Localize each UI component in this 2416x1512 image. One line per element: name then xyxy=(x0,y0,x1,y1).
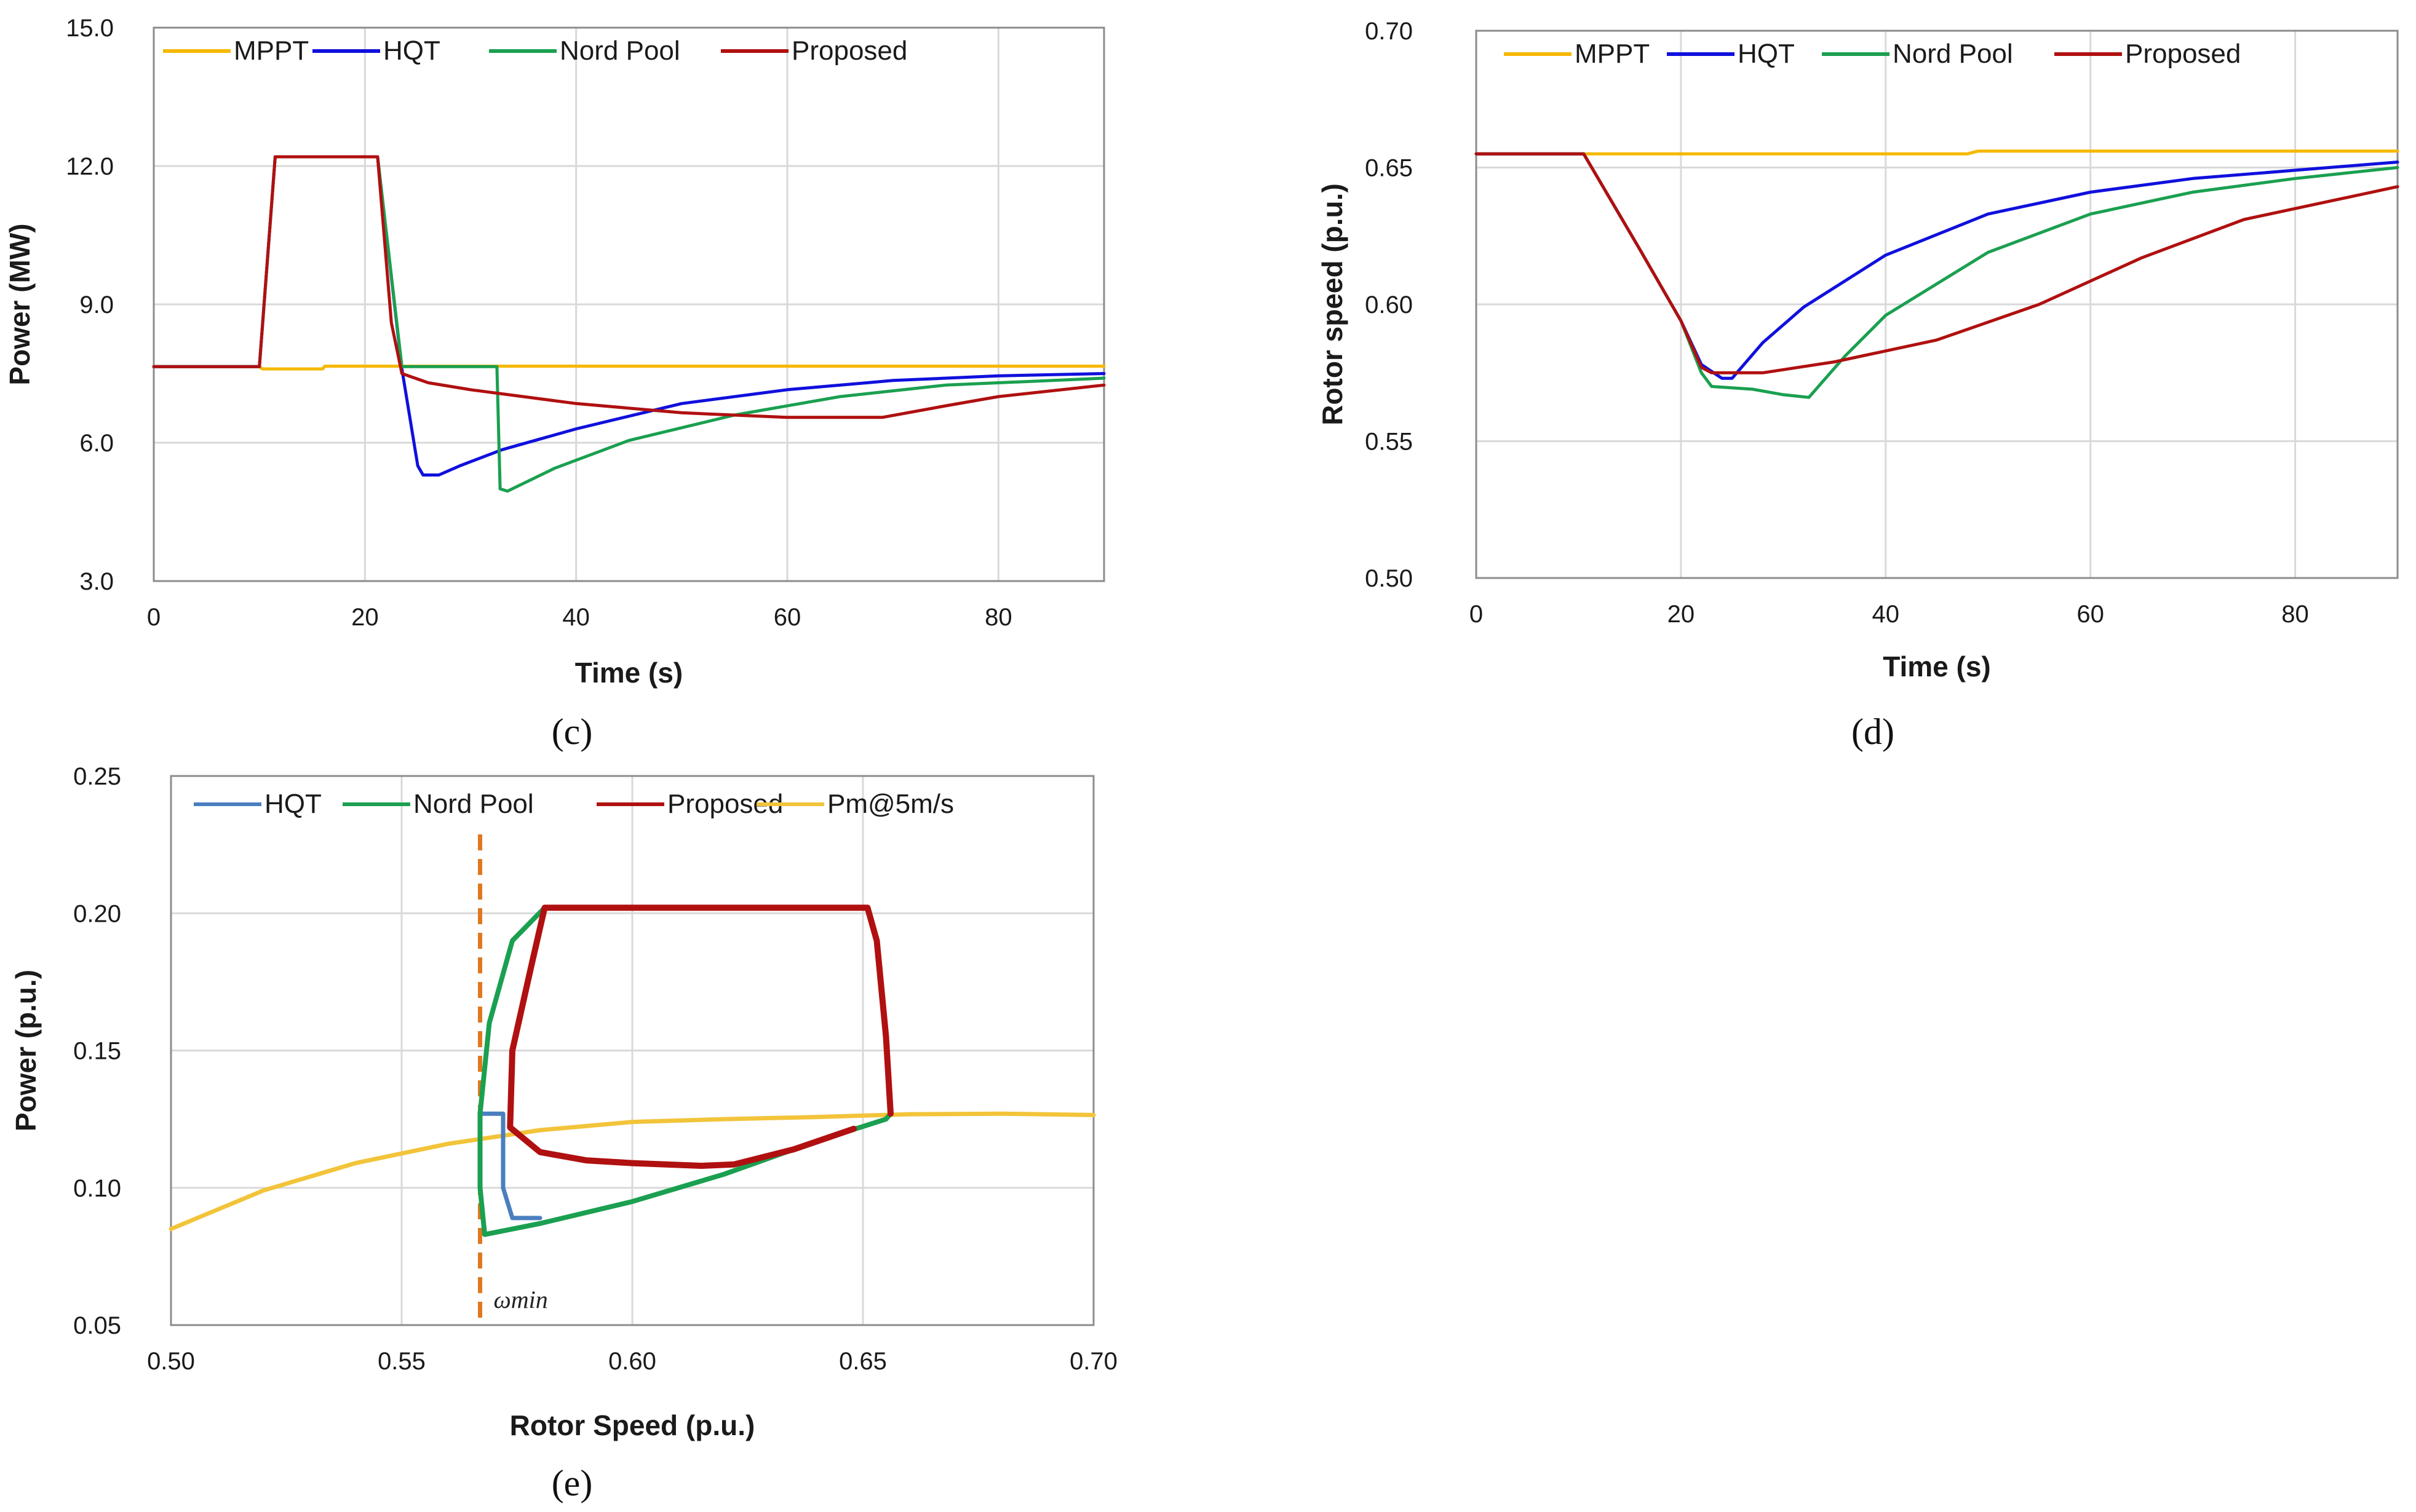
x-tick-label: 0.55 xyxy=(378,1348,426,1375)
plot-frame xyxy=(170,775,1095,1326)
y-tick-label: 0.60 xyxy=(1365,291,1413,319)
y-axis-label: Power (p.u.) xyxy=(10,970,42,1131)
legend-label: HQT xyxy=(264,789,322,819)
panel-caption: (d) xyxy=(1851,711,1894,752)
x-tick-label: 60 xyxy=(2076,601,2104,628)
x-tick-label: 0.65 xyxy=(839,1348,887,1375)
omega-min-label: ωmin xyxy=(494,1286,548,1313)
series-line-nord-pool xyxy=(1474,152,2399,399)
legend-label: Proposed xyxy=(2125,39,2241,69)
y-tick-label: 9.0 xyxy=(79,291,114,319)
y-tick-label: 0.05 xyxy=(73,1312,121,1339)
y-tick-label: 0.50 xyxy=(1365,565,1413,592)
x-tick-label: 80 xyxy=(2281,601,2309,628)
x-tick-label: 40 xyxy=(562,604,590,631)
series-line-nord-pool xyxy=(152,155,1106,493)
x-axis-label: Rotor Speed (p.u.) xyxy=(510,1409,755,1441)
series-line-hqt xyxy=(152,155,1106,477)
series-line-hqt xyxy=(480,1111,542,1221)
panel-caption: (e) xyxy=(552,1463,593,1503)
legend-label: Pm@5m/s xyxy=(827,789,954,819)
x-tick-label: 20 xyxy=(1667,601,1695,628)
legend-label: MPPT xyxy=(234,36,309,66)
x-tick-label: 0 xyxy=(1469,601,1483,628)
series-line-mppt xyxy=(152,365,1106,371)
legend-label: HQT xyxy=(1738,39,1795,69)
y-tick-label: 0.10 xyxy=(73,1175,121,1202)
x-axis-label: Time (s) xyxy=(1883,651,1991,683)
x-tick-label: 80 xyxy=(985,604,1012,631)
y-tick-label: 0.20 xyxy=(73,900,121,927)
legend-label: MPPT xyxy=(1575,39,1650,69)
y-tick-label: 3.0 xyxy=(79,568,114,595)
y-tick-label: 0.70 xyxy=(1365,18,1413,45)
x-axis-label: Time (s) xyxy=(575,657,683,689)
legend-label: Nord Pool xyxy=(413,789,534,819)
series-line-proposed xyxy=(1474,152,2399,374)
x-tick-label: 40 xyxy=(1872,601,1900,628)
series-line-nord-pool xyxy=(477,905,893,1237)
x-tick-label: 0.60 xyxy=(608,1348,656,1375)
series-line-hqt xyxy=(1474,152,2399,380)
panel-caption: (c) xyxy=(552,711,593,752)
plot-frame xyxy=(1475,30,2399,579)
x-tick-label: 60 xyxy=(774,604,801,631)
y-axis-label: Rotor speed (p.u.) xyxy=(1316,183,1348,425)
legend-label: Nord Pool xyxy=(1893,39,2013,69)
y-tick-label: 0.15 xyxy=(73,1038,121,1065)
legend-label: Nord Pool xyxy=(560,36,680,66)
x-tick-label: 0 xyxy=(147,604,161,631)
chart-d: 0 20 40 60 80 0.50 0.55 0.60 0.65 0.70 Time (s) Rot… xyxy=(1316,18,2399,752)
legend-label: HQT xyxy=(383,36,440,66)
series-line-proposed xyxy=(507,904,894,1169)
x-tick-label: 0.50 xyxy=(147,1348,195,1375)
y-tick-label: 0.25 xyxy=(73,763,121,790)
y-tick-label: 15.0 xyxy=(66,15,114,42)
series-line-mppt xyxy=(1474,149,2399,156)
chart-e: 0.50 0.55 0.60 0.65 0.70 0.05 0.10 0.15 0.20 0.25… xyxy=(10,763,1118,1503)
y-tick-label: 0.65 xyxy=(1365,155,1413,182)
y-tick-label: 0.55 xyxy=(1365,429,1413,456)
legend-label: Proposed xyxy=(792,36,907,66)
series-line-pm-5m-s xyxy=(169,1111,1096,1232)
x-tick-label: 20 xyxy=(351,604,379,631)
chart-c: 0 20 40 60 80 3.0 6.0 9.0 12.0 15.0 Time (s) Power … xyxy=(4,15,1106,752)
y-tick-label: 6.0 xyxy=(79,430,114,457)
series-line-proposed xyxy=(152,155,1106,419)
y-axis-label: Power (MW) xyxy=(4,223,36,385)
x-tick-label: 0.70 xyxy=(1070,1348,1118,1375)
y-tick-label: 12.0 xyxy=(66,153,114,180)
plot-frame xyxy=(153,26,1105,582)
